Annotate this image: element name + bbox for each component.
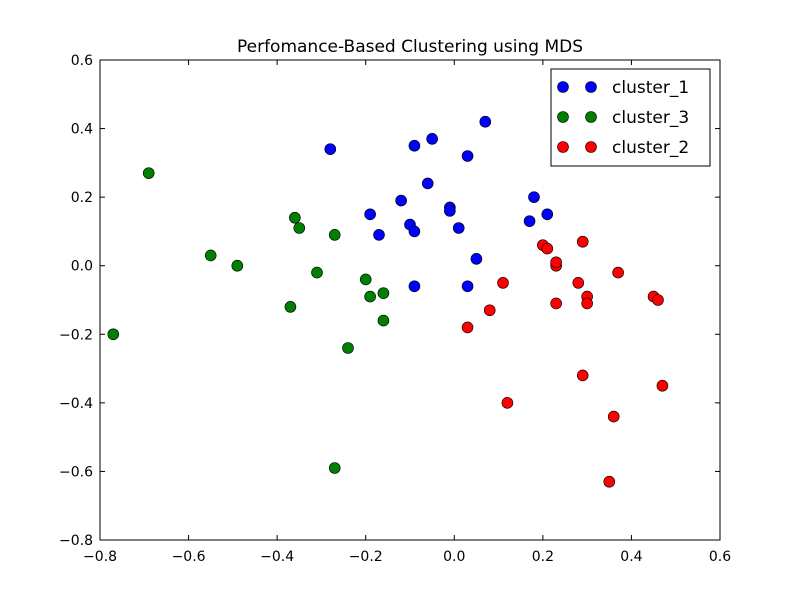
point-cluster_1 [421,177,434,190]
x-tick-label: 0.4 [620,549,642,565]
point-cluster_3 [284,301,297,313]
plot-area: −0.8 −0.6 −0.4 −0.2 0.0 0.2 0.4 0.6 −0.8 −0.6 −0.4… [59,53,731,565]
point-cluster_2 [612,266,624,279]
legend-label: cluster_2 [612,138,689,158]
point-cluster_3 [328,229,341,241]
legend-marker [585,141,597,153]
legend-marker [585,81,597,93]
y-tick-label: −0.4 [59,396,93,412]
point-cluster_3 [231,259,244,272]
point-cluster_3 [328,462,341,474]
point-cluster_2 [581,297,593,310]
legend: cluster_1 cluster_3 cluster_2 [550,68,711,167]
point-cluster_2 [497,277,509,289]
point-cluster_3 [289,211,301,224]
point-cluster_2 [483,304,496,317]
point-cluster_3 [377,287,390,299]
point-cluster_2 [656,379,669,392]
point-cluster_1 [395,194,407,207]
point-cluster_1 [461,150,474,162]
x-tick-label: 0.2 [532,549,554,565]
legend-label: cluster_1 [612,78,689,98]
y-tick-label: 0.2 [71,190,93,206]
legend-label: cluster_3 [612,108,689,128]
y-tick-label: 0.0 [71,259,93,275]
x-tick-label: −0.4 [260,549,294,565]
point-cluster_2 [576,369,589,382]
point-cluster_3 [377,314,390,327]
y-tick-label: 0.4 [71,122,93,138]
x-tick-label: −0.2 [349,549,383,565]
point-cluster_2 [550,297,562,310]
point-cluster_2 [576,235,589,248]
point-cluster_3 [293,222,306,234]
point-cluster_2 [541,242,554,255]
x-tick-label: 0.0 [443,549,465,565]
point-cluster_1 [452,222,465,234]
point-cluster_1 [408,225,421,238]
y-tick-label: −0.8 [59,533,93,549]
point-cluster_2 [652,294,664,306]
point-cluster_1 [541,208,554,221]
point-cluster_1 [364,208,376,221]
point-cluster_3 [142,167,155,179]
point-cluster_2 [501,397,514,409]
legend-marker [557,81,569,93]
y-tick-label: −0.2 [59,327,93,343]
point-cluster_3 [364,290,376,303]
legend-box [550,68,711,167]
x-tick-label: −0.6 [172,549,206,565]
point-cluster_1 [444,205,456,217]
legend-marker [557,111,569,123]
point-cluster_1 [408,139,421,152]
point-cluster_1 [528,191,540,203]
x-tick-label: −0.8 [83,549,117,565]
point-cluster_1 [461,280,474,293]
point-cluster_1 [470,253,483,265]
point-cluster_1 [523,215,536,227]
y-tick-label: −0.6 [59,464,93,480]
point-cluster_3 [311,266,323,279]
point-cluster_1 [373,229,385,241]
point-cluster_1 [479,115,492,128]
legend-marker [557,141,569,153]
point-cluster_3 [107,328,120,341]
plot-frame [99,59,721,541]
point-cluster_1 [324,143,337,155]
point-cluster_2 [607,410,620,423]
point-cluster_3 [342,342,354,354]
point-cluster_2 [550,256,562,269]
x-tick-label: 0.6 [709,549,731,565]
chart-title: Perfomance-Based Clustering using MDS [237,37,583,57]
point-cluster_1 [426,133,438,145]
point-cluster_2 [572,277,585,289]
point-cluster_3 [204,249,217,262]
point-cluster_3 [359,273,372,286]
legend-marker [585,111,597,123]
point-cluster_1 [408,280,421,293]
point-cluster_2 [603,475,616,488]
y-tick-label: 0.6 [71,53,93,69]
point-cluster_2 [461,321,474,334]
